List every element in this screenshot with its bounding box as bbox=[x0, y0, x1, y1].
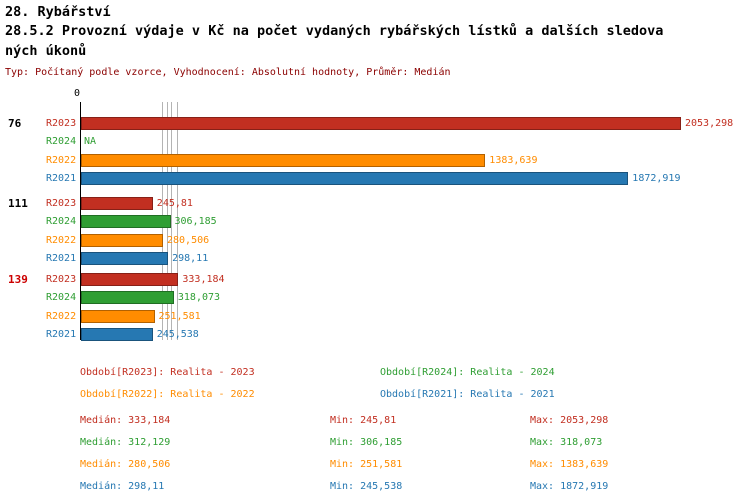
stats-row-r2021: Medián: 298,11 Min: 245,538 Max: 1872,919 bbox=[80, 476, 608, 498]
stats-max-r2023: Max: 2053,298 bbox=[530, 415, 609, 426]
bar-r2023 bbox=[81, 273, 179, 286]
stats-min-r2021: Min: 245,538 bbox=[330, 481, 403, 492]
bar-r2024 bbox=[81, 215, 171, 229]
bar-value-label: 298,11 bbox=[172, 253, 209, 265]
bar-chart: 0 76 R2023 2053,298 R2024 NA R2022 1383,639 R20… bbox=[0, 88, 750, 350]
series-row-label: R2021 bbox=[46, 253, 77, 265]
stats-min-r2022: Min: 251,581 bbox=[330, 459, 403, 470]
series-row-label: R2022 bbox=[46, 234, 77, 246]
median-marker-line-r2023 bbox=[177, 102, 179, 340]
stats-min-r2024: Min: 306,185 bbox=[330, 437, 403, 448]
legend-item-r2021: Období[R2021]: Realita - 2021 bbox=[380, 389, 555, 400]
legend-item-r2022: Období[R2022]: Realita - 2022 bbox=[80, 389, 255, 400]
page-subtitle-line2: ných úkonů bbox=[5, 43, 87, 59]
bar-value-label: 318,073 bbox=[177, 292, 221, 304]
stats-median-r2021: Medián: 298,11 bbox=[80, 481, 165, 492]
bar-value-label: 1872,919 bbox=[632, 173, 681, 185]
stats-row-r2024: Medián: 312,129 Min: 306,185 Max: 318,073 bbox=[80, 432, 608, 454]
series-row-label: R2021 bbox=[46, 329, 77, 341]
series-row-label: R2021 bbox=[46, 173, 77, 185]
series-row-label: R2022 bbox=[46, 310, 77, 322]
bar-r2022 bbox=[81, 233, 163, 247]
bar-r2021 bbox=[81, 172, 629, 186]
page-subtitle-line1: 28.5.2 Provozní výdaje v Kč na počet vyd… bbox=[5, 23, 664, 39]
bar-r2021 bbox=[81, 328, 153, 342]
group-label: 139 bbox=[8, 273, 28, 286]
median-marker-line-r2024 bbox=[171, 102, 173, 340]
x-axis-origin-label: 0 bbox=[73, 88, 81, 99]
stats-max-r2022: Max: 1383,639 bbox=[530, 459, 609, 470]
bar-value-label-na: NA bbox=[84, 136, 97, 148]
stats-min-r2023: Min: 245,81 bbox=[330, 415, 397, 426]
chart-legend: Období[R2023]: Realita - 2023 Období[R202… bbox=[80, 362, 720, 406]
y-axis-line bbox=[80, 102, 81, 340]
legend-item-r2023: Období[R2023]: Realita - 2023 bbox=[80, 367, 255, 378]
page-title: 28. Rybářství bbox=[5, 4, 111, 20]
chart-meta: Typ: Počítaný podle vzorce, Vyhodnocení:… bbox=[5, 67, 451, 78]
stats-max-r2021: Max: 1872,919 bbox=[530, 481, 609, 492]
group-label: 111 bbox=[8, 197, 28, 210]
bar-value-label: 2053,298 bbox=[685, 118, 734, 129]
series-row-label: R2023 bbox=[46, 274, 77, 285]
bar-value-label: 280,506 bbox=[167, 234, 210, 246]
bar-value-label: 245,538 bbox=[156, 329, 199, 341]
bar-value-label: 245,81 bbox=[156, 198, 193, 209]
bar-value-label: 306,185 bbox=[174, 216, 217, 228]
series-row-label: R2024 bbox=[46, 136, 77, 148]
group-label: 76 bbox=[8, 117, 22, 130]
stats-row-r2022: Medián: 280,506 Min: 251,581 Max: 1383,639 bbox=[80, 454, 608, 476]
series-row-label: R2022 bbox=[46, 154, 77, 166]
bar-value-label: 333,184 bbox=[182, 274, 225, 285]
bar-r2024 bbox=[81, 291, 174, 305]
series-row-label: R2023 bbox=[46, 118, 77, 129]
series-row-label: R2024 bbox=[46, 216, 77, 228]
stats-median-r2023: Medián: 333,184 bbox=[80, 415, 171, 426]
bar-value-label: 1383,639 bbox=[489, 154, 538, 166]
bar-r2023 bbox=[81, 117, 681, 130]
bar-r2022 bbox=[81, 309, 155, 323]
chart-stats: Medián: 333,184 Min: 245,81 Max: 2053,298 M… bbox=[80, 410, 608, 498]
series-row-label: R2023 bbox=[46, 198, 77, 209]
bar-r2021 bbox=[81, 252, 169, 266]
stats-median-r2022: Medián: 280,506 bbox=[80, 459, 171, 470]
series-row-label: R2024 bbox=[46, 292, 77, 304]
stats-median-r2024: Medián: 312,129 bbox=[80, 437, 171, 448]
legend-item-r2024: Období[R2024]: Realita - 2024 bbox=[380, 367, 555, 378]
bar-value-label: 251,581 bbox=[158, 310, 201, 322]
bar-r2022 bbox=[81, 153, 486, 167]
stats-row-r2023: Medián: 333,184 Min: 245,81 Max: 2053,298 bbox=[80, 410, 608, 432]
bar-r2023 bbox=[81, 197, 153, 210]
stats-max-r2024: Max: 318,073 bbox=[530, 437, 603, 448]
